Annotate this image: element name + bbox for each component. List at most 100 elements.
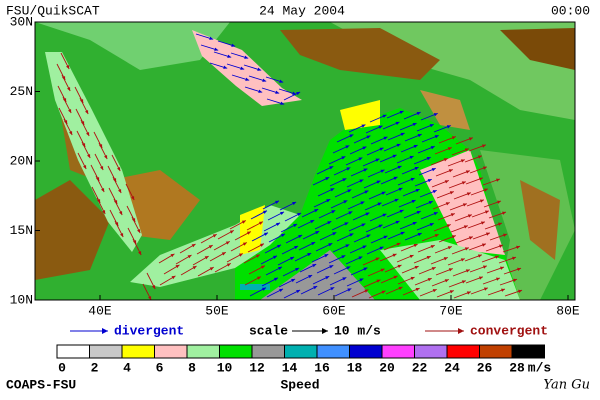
wind-arrow-head: [378, 125, 383, 129]
wind-arrow-head: [276, 222, 281, 226]
wind-arrow-head: [85, 110, 89, 115]
wind-arrow-head: [375, 158, 380, 162]
wind-arrow-head: [260, 265, 265, 269]
wind-arrow-head: [483, 188, 488, 192]
wind-arrow-head: [359, 278, 364, 282]
wind-arrow-head: [431, 267, 436, 271]
lat-label: 20N: [10, 153, 33, 168]
wind-arrow-head: [464, 247, 469, 251]
wind-arrow-head: [444, 180, 449, 184]
wind-arrow-head: [501, 288, 505, 292]
wind-arrow-head: [363, 168, 368, 172]
wind-arrow-head: [451, 136, 456, 140]
colorbar-tick: 16: [314, 360, 330, 375]
wind-arrow-head: [379, 246, 384, 250]
wind-arrow-head: [120, 233, 124, 238]
wind-arrow-head: [398, 187, 403, 191]
wind-arrow-head: [223, 65, 228, 69]
wind-arrow-head: [324, 254, 329, 258]
wind-arrow-head: [341, 156, 346, 160]
wind-arrow-head: [375, 257, 380, 261]
colorbar-tick: 4: [123, 360, 131, 375]
wind-arrow-head: [315, 231, 320, 235]
wind-arrow-head: [314, 209, 319, 213]
wind-arrow-head: [380, 169, 385, 173]
colorbar-box: [284, 344, 318, 359]
wind-arrow-head: [280, 101, 285, 105]
wind-arrow-head: [66, 65, 70, 70]
wind-arrow-head: [347, 189, 352, 193]
colorbar-tick: 2: [91, 360, 99, 375]
wind-arrow-head: [480, 221, 485, 225]
colorbar-tick: 22: [412, 360, 428, 375]
wind-arrow-head: [379, 147, 384, 151]
wind-arrow-head: [349, 233, 354, 237]
wind-arrow-head: [447, 246, 452, 250]
wind-arrow-head: [118, 189, 122, 194]
wind-arrow-head: [308, 275, 313, 279]
wind-arrow-head: [392, 253, 397, 257]
wind-arrow-head: [395, 220, 400, 224]
wind-arrow-head: [209, 267, 214, 271]
mountain: [35, 180, 110, 280]
wind-arrow-head: [221, 252, 226, 256]
wind-arrow-head: [83, 165, 87, 170]
wind-arrow-head: [502, 211, 506, 215]
wind-arrow-head: [275, 200, 280, 204]
wind-arrow-head: [482, 166, 487, 170]
lon-label: 60E: [322, 303, 346, 318]
sea-patch: [240, 284, 270, 290]
wind-arrow-head: [414, 265, 419, 270]
wind-arrow-head: [397, 165, 402, 169]
colorbar-box: [446, 344, 480, 359]
wind-arrow-head: [225, 241, 230, 245]
legend-scale-value: 10 m/s: [334, 323, 381, 338]
wind-arrow-head: [208, 245, 213, 249]
wind-arrow-head: [273, 255, 278, 259]
lat-label: 10N: [10, 292, 33, 307]
wind-arrow-head: [432, 289, 437, 293]
wind-arrow-head: [494, 255, 499, 259]
colorbar-box: [89, 344, 123, 359]
wind-arrow-head: [416, 210, 421, 215]
wind-arrow-head: [345, 244, 350, 248]
wind-arrow-head: [344, 222, 349, 226]
wind-arrow-head: [259, 243, 264, 247]
colorbar-tick: 18: [347, 360, 363, 375]
legend-arrow: [102, 328, 108, 334]
mountain: [280, 28, 440, 80]
terrain: [35, 22, 230, 70]
wind-arrow-head: [451, 235, 456, 239]
lon-label: 40E: [88, 303, 112, 318]
wind-arrow-head: [395, 121, 400, 125]
wind-arrow-head: [325, 177, 330, 181]
wind-arrow-head: [293, 223, 298, 228]
wind-arrow-head: [413, 144, 418, 149]
colorbar-tick: 6: [156, 360, 164, 375]
wind-arrow-head: [330, 188, 335, 192]
wind-arrow-head: [68, 109, 72, 114]
wind-arrow-head: [313, 286, 318, 290]
wind-arrow-head: [394, 198, 399, 202]
wind-arrow-head: [231, 43, 236, 47]
colorbar-label: Speed: [280, 377, 319, 392]
wind-arrow-head: [433, 212, 438, 216]
lon-label: 70E: [439, 303, 463, 318]
wind-arrow-head: [409, 155, 414, 160]
wind-arrow-head: [67, 87, 71, 92]
wind-arrow-head: [396, 143, 401, 147]
wind-arrow-head: [517, 267, 522, 271]
wind-arrow-head: [417, 133, 422, 138]
wind-arrow-head: [261, 287, 266, 291]
wind-arrow-head: [258, 89, 263, 93]
wind-arrow-head: [342, 277, 347, 281]
wind-arrow-head: [365, 212, 370, 216]
wind-arrow-head: [102, 210, 106, 215]
wind-arrow-head: [415, 188, 420, 193]
wind-arrow-head: [274, 277, 279, 281]
colorbar-box: [251, 344, 285, 359]
wind-arrow-head: [297, 213, 302, 217]
wind-arrow-head: [209, 36, 214, 40]
wind-arrow-head: [417, 232, 422, 237]
wind-arrow-head: [518, 289, 523, 293]
